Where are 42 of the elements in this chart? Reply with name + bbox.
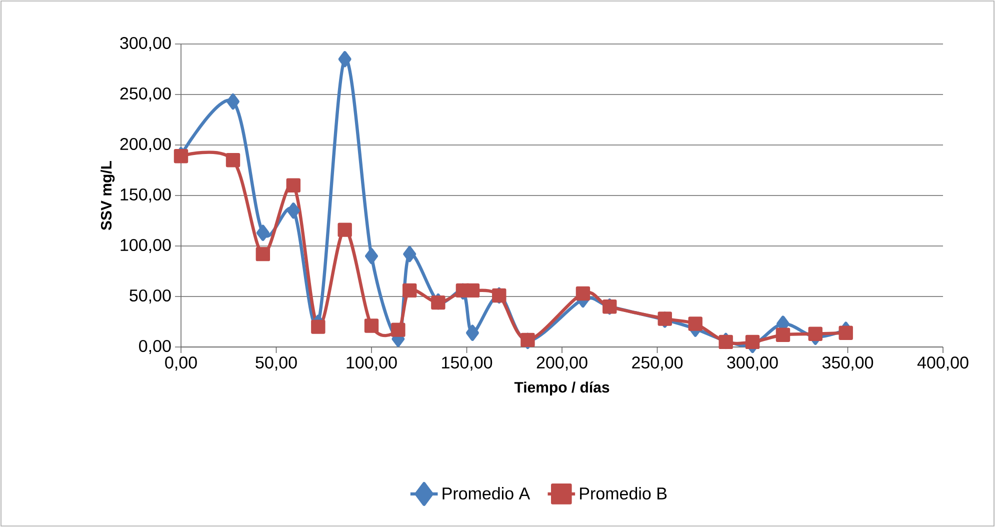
legend-label: Promedio B [580, 487, 667, 500]
x-tick-label: 300,00 [727, 356, 778, 371]
point [576, 286, 590, 301]
point [466, 324, 479, 341]
y-axis-title: SSV mg/L [100, 160, 115, 230]
point [226, 93, 240, 110]
point [838, 326, 853, 340]
y-tick-label: 300,00 [120, 36, 171, 52]
point [286, 202, 300, 219]
point [338, 222, 352, 237]
point [391, 322, 406, 337]
y-tick-label: 250,00 [120, 87, 171, 102]
point [688, 316, 702, 331]
x-tick-label: 100,00 [346, 356, 397, 371]
x-tick-label: 0,00 [165, 356, 197, 371]
y-tick-label: 100,00 [120, 238, 171, 254]
point [808, 326, 822, 341]
point [256, 246, 270, 262]
x-tick-label: 200,00 [536, 356, 588, 371]
point [402, 283, 417, 298]
x-tick-label: 350,00 [822, 356, 874, 371]
point [364, 318, 379, 333]
point [745, 334, 760, 350]
y-tick-label: 0,00 [139, 340, 171, 354]
x-tick-label: 250,00 [632, 356, 683, 371]
point [403, 246, 416, 262]
point [311, 320, 326, 334]
point [256, 224, 270, 241]
y-tick-label: 150,00 [120, 188, 171, 203]
x-tick-label: 150,00 [442, 356, 492, 371]
legend-label: Promedio A [442, 487, 530, 500]
point [365, 248, 378, 264]
y-tick-label: 50,00 [130, 289, 171, 304]
point [286, 178, 300, 192]
x-tick-label: 400,00 [917, 356, 968, 371]
point [776, 328, 790, 342]
y-tick-label: 200,00 [120, 138, 171, 152]
x-axis-title: Tiempo / días [514, 381, 610, 396]
point [465, 283, 480, 298]
point [226, 153, 240, 168]
point [338, 51, 352, 68]
x-tick-label: 50,00 [256, 356, 297, 371]
